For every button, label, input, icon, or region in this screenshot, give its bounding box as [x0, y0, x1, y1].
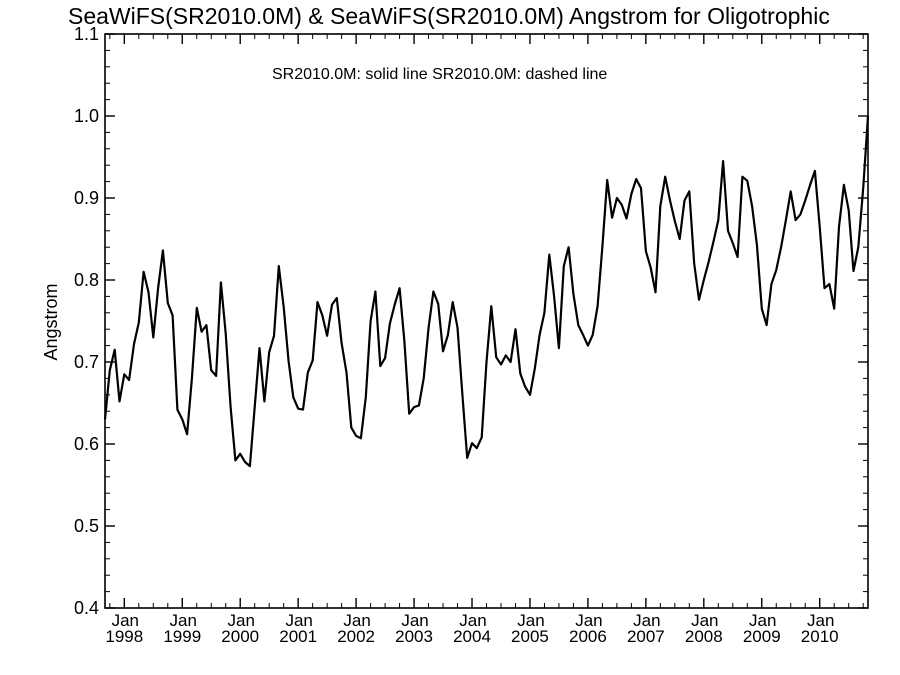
- x-tick-month-label: Jan: [575, 611, 602, 630]
- x-tick-year-label: 2003: [395, 627, 433, 646]
- y-tick-label: 0.4: [74, 598, 99, 618]
- x-tick-month-label: Jan: [633, 611, 660, 630]
- x-tick-year-label: 2010: [801, 627, 839, 646]
- chart-title: SeaWiFS(SR2010.0M) & SeaWiFS(SR2010.0M) …: [68, 3, 830, 29]
- y-tick-label: 1.1: [74, 24, 99, 44]
- x-tick-month-label: Jan: [401, 611, 428, 630]
- x-tick-month-label: Jan: [807, 611, 834, 630]
- x-tick-year-label: 2008: [685, 627, 723, 646]
- y-tick-label: 0.5: [74, 516, 99, 536]
- y-axis-ticks: 0.4 0.5 0.6 0.7 0.8 0.9 1.0 1.1: [74, 24, 868, 618]
- y-tick-label: 0.7: [74, 352, 99, 372]
- x-tick-month-label: Jan: [170, 611, 197, 630]
- x-tick-month-label: Jan: [112, 611, 139, 630]
- legend-note: SR2010.0M: solid line SR2010.0M: dashed …: [272, 66, 607, 83]
- x-tick-year-label: 2004: [453, 627, 491, 646]
- y-tick-label: 1.0: [74, 106, 99, 126]
- x-tick-year-label: 2006: [569, 627, 607, 646]
- x-axis-ticks: Jan1998Jan1999Jan2000Jan2001Jan2002Jan20…: [105, 34, 864, 646]
- y-axis-label: Angstrom: [41, 283, 61, 360]
- x-tick-year-label: 1998: [105, 627, 143, 646]
- x-tick-month-label: Jan: [749, 611, 776, 630]
- x-tick-year-label: 2005: [511, 627, 549, 646]
- x-tick-year-label: 2009: [743, 627, 781, 646]
- x-tick-year-label: 2007: [627, 627, 665, 646]
- y-tick-label: 0.8: [74, 270, 99, 290]
- x-tick-year-label: 2002: [337, 627, 375, 646]
- series-group: [103, 115, 870, 468]
- y-tick-label: 0.9: [74, 188, 99, 208]
- x-tick-year-label: 1999: [163, 627, 201, 646]
- x-tick-month-label: Jan: [691, 611, 718, 630]
- x-tick-month-label: Jan: [228, 611, 255, 630]
- x-tick-month-label: Jan: [285, 611, 312, 630]
- x-tick-year-label: 2000: [221, 627, 259, 646]
- x-tick-month-label: Jan: [343, 611, 370, 630]
- y-tick-label: 0.6: [74, 434, 99, 454]
- x-tick-year-label: 2001: [279, 627, 317, 646]
- series-line-solid: [103, 115, 870, 468]
- x-tick-month-label: Jan: [517, 611, 544, 630]
- x-tick-month-label: Jan: [459, 611, 486, 630]
